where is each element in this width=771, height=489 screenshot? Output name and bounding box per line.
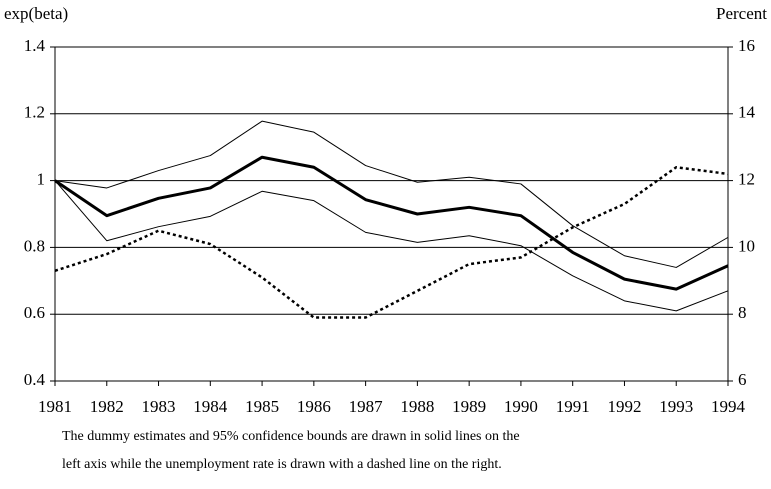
y-tick-label: 1.4 <box>24 36 46 55</box>
caption: The dummy estimates and 95% confidence b… <box>62 429 520 444</box>
x-tick-label: 1985 <box>245 397 279 416</box>
caption: left axis while the unemployment rate is… <box>62 457 502 472</box>
y-axis-title: exp(beta) <box>4 4 68 23</box>
x-tick-label: 1988 <box>400 397 434 416</box>
series-line <box>54 120 729 268</box>
y2-tick-label: 8 <box>738 303 747 322</box>
x-tick-label: 1992 <box>607 397 641 416</box>
y-tick-label: 1 <box>37 170 46 189</box>
x-tick-label: 1993 <box>659 397 693 416</box>
series-line <box>54 165 729 319</box>
y-tick-label: 0.4 <box>24 370 46 389</box>
x-tick-label: 1989 <box>452 397 486 416</box>
x-tick-label: 1987 <box>349 397 384 416</box>
series-line <box>54 180 729 312</box>
y-tick-label: 1.2 <box>24 103 45 122</box>
y2-tick-label: 14 <box>738 103 756 122</box>
x-tick-label: 1984 <box>193 397 228 416</box>
y2-tick-label: 10 <box>738 236 755 255</box>
y2-tick-label: 16 <box>738 36 755 55</box>
x-tick-label: 1986 <box>297 397 331 416</box>
series-line <box>54 155 729 291</box>
y-tick-label: 0.8 <box>24 236 45 255</box>
x-tick-label: 1994 <box>711 397 746 416</box>
x-tick-label: 1982 <box>90 397 124 416</box>
y2-tick-label: 6 <box>738 370 747 389</box>
x-tick-label: 1991 <box>556 397 590 416</box>
x-tick-label: 1990 <box>504 397 538 416</box>
x-tick-label: 1983 <box>142 397 176 416</box>
x-tick-label: 1981 <box>38 397 72 416</box>
y2-axis-title: Percent <box>716 4 767 23</box>
y-tick-label: 0.6 <box>24 303 45 322</box>
y2-tick-label: 12 <box>738 170 755 189</box>
